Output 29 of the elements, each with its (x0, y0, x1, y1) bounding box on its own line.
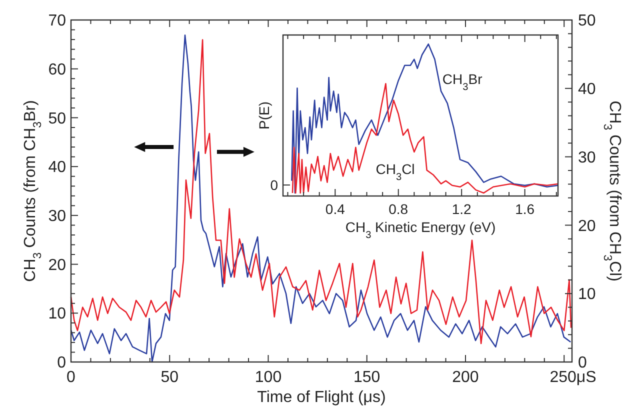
x-tick-label: 50 (160, 369, 179, 386)
x-tick-label: 1.2 (452, 201, 472, 217)
x-tick-label: 250μS (550, 369, 596, 386)
x-tick-label: 1.6 (515, 201, 535, 217)
x-axis-title: CH$_{3}$ Kinetic Energy (eV) (345, 219, 496, 240)
y2-tick-label: 10 (578, 286, 596, 304)
x-axis-title: Time of Flight (μs) (257, 389, 386, 406)
y-tick-label: 30 (48, 208, 66, 226)
series-label: CH$_{3}$Cl (376, 161, 415, 182)
y-tick-label: 40 (48, 159, 66, 176)
y-tick-label: 60 (48, 61, 66, 78)
y-tick-label: 50 (48, 110, 66, 128)
y-tick-label: 0 (57, 354, 66, 372)
annotation: 0 (270, 176, 278, 193)
x-tick-label: 0.4 (325, 201, 346, 217)
y-tick-label: 10 (48, 306, 66, 323)
y2-tick-label: 40 (578, 81, 596, 98)
x-tick-label: 0.8 (388, 201, 408, 217)
y-tick-label: 70 (48, 12, 66, 30)
x-tick-label: 200 (452, 369, 479, 386)
x-tick-label: 100 (254, 369, 282, 386)
x-tick-label: 150 (354, 369, 380, 386)
y-tick-label: 20 (48, 256, 66, 274)
y2-tick-label: 30 (578, 149, 596, 166)
y2-tick-label: 50 (578, 12, 596, 30)
series-label: CH$_{3}$Br (442, 71, 483, 93)
y-axis-title: P(E) (256, 102, 272, 130)
y2-tick-label: 0 (578, 354, 587, 372)
y2-tick-label: 20 (578, 218, 596, 235)
